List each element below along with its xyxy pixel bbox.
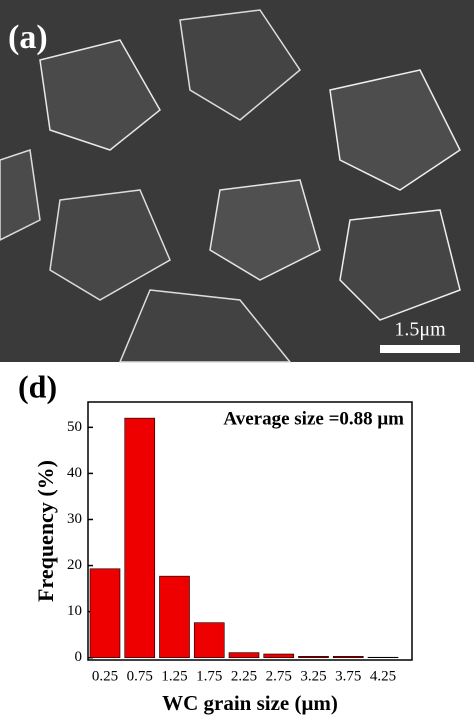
x-tick-label: 1.25	[161, 668, 187, 684]
x-tick-label: 2.25	[231, 668, 257, 684]
bar	[298, 656, 329, 658]
y-tick-label: 30	[67, 511, 82, 527]
bar	[193, 622, 225, 658]
panel-label: (d)	[18, 368, 57, 404]
bar	[124, 417, 156, 658]
y-tick-label: 20	[67, 557, 82, 573]
panel-label: (a)	[8, 19, 48, 56]
x-tick-label: 2.75	[266, 668, 292, 684]
bar	[332, 656, 364, 658]
sem-image: (a) 1.5μm	[0, 0, 474, 363]
x-tick-label: 0.75	[127, 668, 153, 684]
bar	[159, 575, 190, 658]
scale-bar-label: 1.5μm	[394, 319, 446, 341]
plot-frame	[87, 401, 413, 661]
y-tick-label: 50	[67, 419, 82, 435]
bar	[89, 568, 121, 658]
annotation: Average size =0.88 μm	[223, 408, 404, 429]
x-tick-label: 1.75	[196, 668, 222, 684]
x-tick-label: 3.75	[335, 668, 361, 684]
y-tick-label: 0	[75, 649, 83, 665]
y-axis-label: Frequency (%)	[33, 460, 58, 602]
x-tick-label: 3.25	[300, 668, 326, 684]
y-tick-label: 10	[67, 603, 82, 619]
x-tick-label: 0.25	[92, 668, 118, 684]
x-axis-label: WC grain size (μm)	[162, 691, 338, 715]
bar	[263, 653, 295, 658]
scale-bar	[380, 345, 460, 353]
bar	[228, 652, 260, 658]
y-tick-label: 40	[67, 465, 82, 481]
x-tick-label: 4.25	[370, 668, 396, 684]
